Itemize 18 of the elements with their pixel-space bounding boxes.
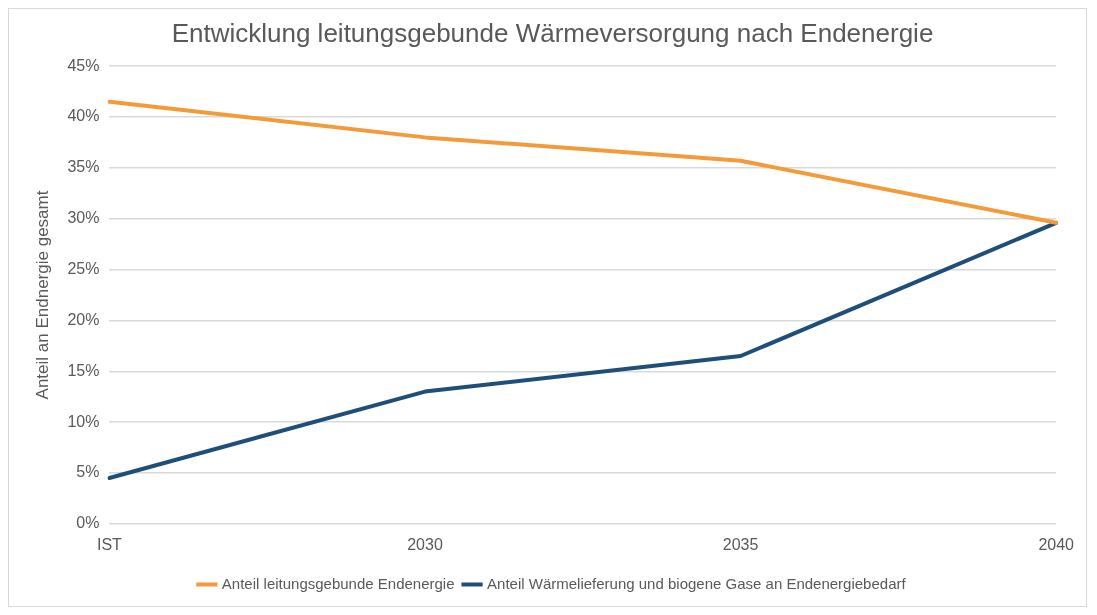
x-tick-label: 2040 [1038, 535, 1075, 553]
y-axis-title: Anteil an Endnergie gesamt [32, 190, 52, 400]
y-tick-label: 0% [76, 514, 100, 532]
y-tick-label: 35% [67, 158, 100, 176]
y-tick-label: 10% [67, 412, 100, 430]
y-tick-label: 30% [67, 209, 100, 227]
y-tick-label: 40% [67, 107, 100, 125]
x-tick-label: IST [96, 535, 123, 553]
y-tick-label: 25% [67, 259, 100, 277]
y-tick-label: 15% [67, 361, 100, 379]
legend-label: Anteil leitungsgebunde Endenergie [221, 574, 455, 592]
y-tick-label: 5% [76, 463, 100, 481]
chart-title: Entwicklung leitungsgebunde Wärmeversorgung nach Endenergie [171, 17, 934, 48]
x-tick-label: 2035 [722, 535, 759, 553]
x-tick-label: 2030 [407, 535, 443, 553]
y-tick-label: 20% [67, 310, 100, 328]
y-tick-label: 45% [67, 56, 100, 74]
legend-label: Anteil Wärmelieferung und biogene Gase an Endenergiebedarf [487, 574, 907, 592]
